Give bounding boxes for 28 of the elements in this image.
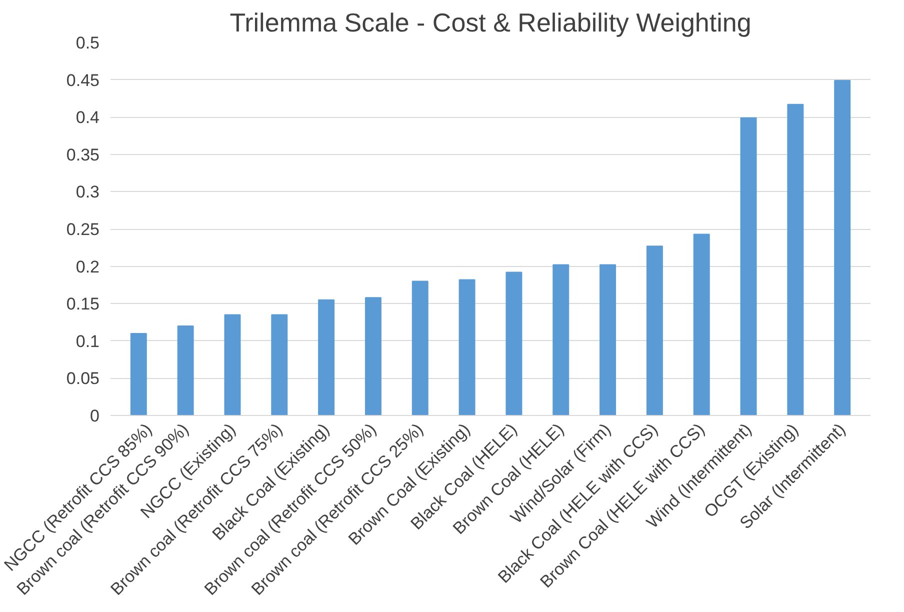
y-tick-label: 0.2	[76, 257, 100, 276]
bar	[412, 280, 428, 416]
y-tick-label: 0.15	[66, 294, 100, 314]
bar	[130, 332, 147, 416]
bar	[740, 117, 757, 416]
bar	[224, 314, 241, 416]
bar	[552, 264, 570, 416]
y-tick-label: 0.45	[66, 70, 100, 90]
y-tick-label: 0.25	[66, 220, 100, 239]
y-tick-label: 0.35	[66, 145, 100, 164]
y-tick-label: 0.3	[76, 182, 100, 202]
y-tick-label: 0	[90, 406, 100, 426]
bar	[458, 279, 476, 416]
chart-title: Trilemma Scale - Cost & Reliability Weighting	[230, 8, 752, 38]
bar	[506, 272, 522, 416]
bar	[318, 299, 335, 416]
y-tick-label: 0.05	[66, 369, 100, 388]
bar	[646, 246, 663, 416]
y-tick-label: 0.1	[76, 332, 100, 351]
bar	[787, 104, 804, 416]
bar	[271, 314, 288, 416]
bar	[693, 234, 710, 416]
bar	[834, 80, 851, 416]
y-tick-label: 0.5	[76, 34, 100, 52]
bar	[177, 325, 194, 416]
bar	[600, 264, 616, 416]
bar	[364, 297, 382, 416]
y-tick-label: 0.4	[76, 108, 100, 128]
